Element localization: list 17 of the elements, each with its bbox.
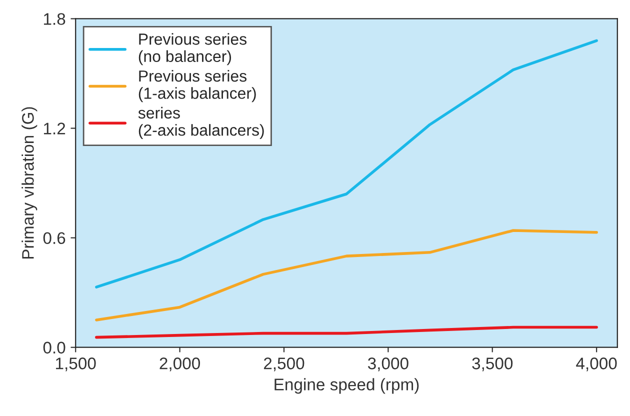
legend-label: Previous series (no balancer): [138, 33, 246, 66]
x-tick-label: 3,000: [368, 358, 408, 372]
legend-label: Previous series (1-axis balancer): [138, 70, 256, 102]
x-tick-label: 1,500: [56, 358, 96, 372]
x-tick-label: 4,000: [576, 358, 617, 372]
x-tick-label: 3,500: [472, 358, 513, 372]
y-tick-label: 1.8: [44, 13, 66, 25]
y-axis-title: Primary vibration (G): [22, 107, 38, 259]
y-tick-label: 1.2: [44, 122, 66, 134]
legend-label: series (2-axis balancers): [138, 106, 264, 139]
y-tick-label: 0.0: [43, 342, 66, 354]
line-series: [95, 326, 598, 339]
x-tick-label: 2,000: [160, 358, 200, 372]
y-tick-label: 0.6: [43, 232, 66, 244]
line-series: [95, 229, 598, 322]
x-axis-title: Engine speed (rpm): [274, 378, 419, 394]
x-tick-label: 2,500: [264, 358, 304, 372]
